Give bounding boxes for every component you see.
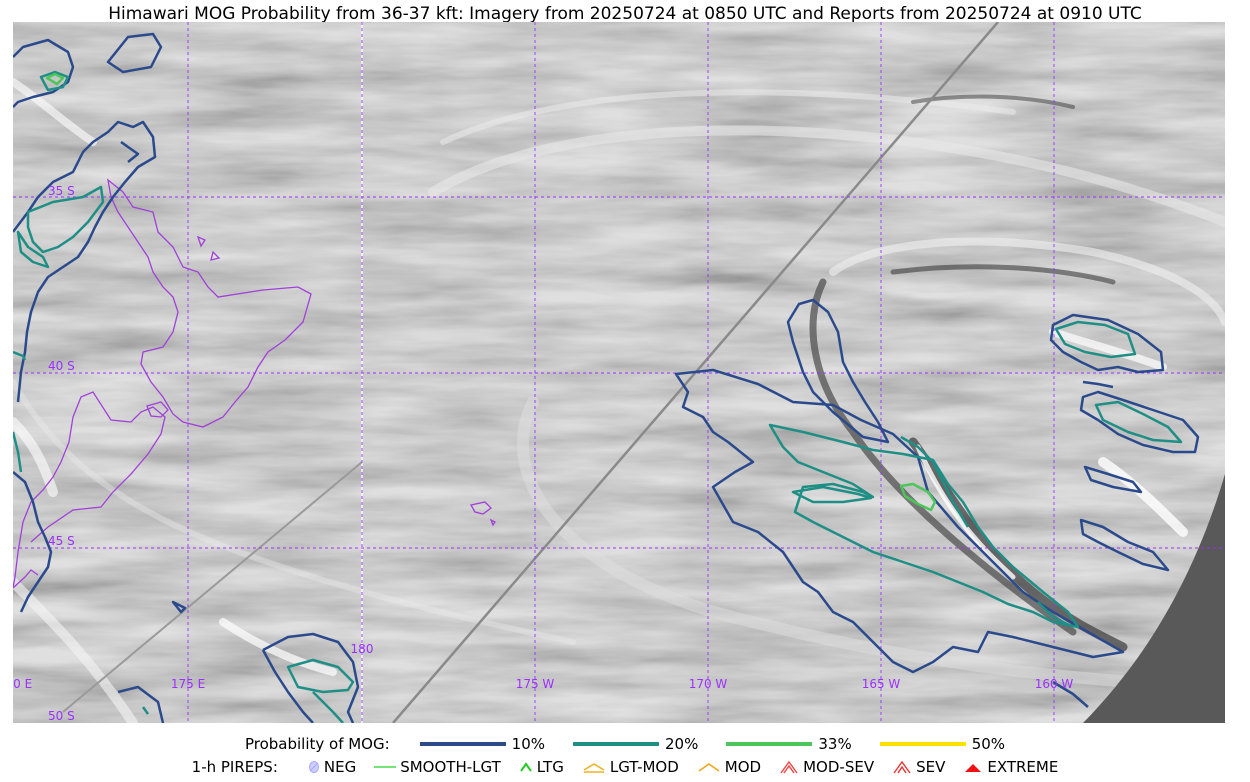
pirep-label-sev: SEV [916,758,946,776]
lat-labels: 35 S 40 S 45 S 50 S [48,184,75,723]
satellite-map[interactable]: 35 S 40 S 45 S 50 S 170 E 175 E 180 175 … [13,22,1225,723]
lon-label-165w: 165 W [862,677,901,691]
lon-label-180: 180 [351,642,374,656]
pirep-label-mod: MOD [724,758,762,776]
lon-label-175w: 175 W [516,677,555,691]
map-title: Himawari MOG Probability from 36-37 kft:… [108,4,1142,24]
lon-label-175e: 175 E [171,677,205,691]
neg-circle-icon [308,761,319,773]
pirep-item-neg: NEG [308,758,356,776]
lat-label-35s: 35 S [48,184,75,198]
pirep-item-mod-sev: MOD-SEV [779,758,874,776]
pirep-item-mod: MOD [697,758,761,776]
legend-label-50-percent: 50% [971,735,1006,753]
pirep-label-lgt-mod: LGT-MOD [609,758,679,776]
probability-legend: Probability of MOG: 10% 20% 33% 50% [0,733,1250,755]
mog-33-percent-contours [45,72,937,512]
pirep-item-ltg: LTG [519,758,564,776]
swatch-33-percent [726,742,813,746]
no-data-region [1083,474,1225,723]
swatch-10-percent [419,742,506,746]
legend-item-50-percent: 50% [879,735,1006,753]
pirep-label-smooth-lgt: SMOOTH-LGT [400,758,501,776]
pirep-item-sev: SEV [892,758,945,776]
moderate-severe-chevron-icon [780,760,798,774]
mog-10-percent-contours [13,32,1200,723]
lat-lon-grid [13,22,1225,723]
coastline [13,178,496,589]
probability-legend-heading: Probability of MOG: [244,735,390,753]
lat-label-45s: 45 S [48,534,75,548]
severe-chevron-icon [893,760,911,774]
pirep-item-smooth-lgt: SMOOTH-LGT [374,758,501,776]
lon-label-160w: 160 W [1035,677,1074,691]
legend-label-20-percent: 20% [665,735,699,753]
lon-label-170w: 170 W [689,677,728,691]
pirep-item-extreme: EXTREME [963,758,1058,776]
north-island-outline [107,178,312,428]
satellite-limb-line-left [62,461,363,713]
lon-label-170e: 170 E [13,677,32,691]
light-chevron-icon [519,762,532,772]
mog-20-percent-contours [13,70,1183,723]
moderate-chevron-icon [698,763,720,772]
pirep-label-neg: NEG [323,758,357,776]
pirep-legend-heading: 1-h PIREPS: [191,758,278,776]
extreme-triangle-icon [965,764,982,772]
legend-item-20-percent: 20% [573,735,698,753]
pirep-label-extreme: EXTREME [987,758,1059,776]
legend-item-10-percent: 10% [419,735,546,753]
light-moderate-chevron-icon [583,763,605,773]
cloud-streaks [13,78,1225,723]
south-island-outline [13,391,166,589]
swatch-50-percent [879,742,966,746]
lat-label-50s: 50 S [48,709,75,723]
smooth-light-line-icon [374,766,397,768]
swatch-20-percent [573,742,660,746]
pirep-label-mod-sev: MOD-SEV [803,758,875,776]
legend-label-33-percent: 33% [818,735,852,753]
legend-label-10-percent: 10% [511,735,546,753]
chatham-islands [469,501,496,527]
pirep-label-ltg: LTG [536,758,564,776]
pirep-legend: 1-h PIREPS: NEG SMOOTH-LGT LTG LGT-MOD M… [0,756,1250,778]
lat-label-40s: 40 S [48,359,75,373]
lon-labels: 170 E 175 E 180 175 W 170 W 165 W 160 W [13,642,1073,691]
pirep-item-lgt-mod: LGT-MOD [582,758,679,776]
legend-item-33-percent: 33% [726,735,852,753]
